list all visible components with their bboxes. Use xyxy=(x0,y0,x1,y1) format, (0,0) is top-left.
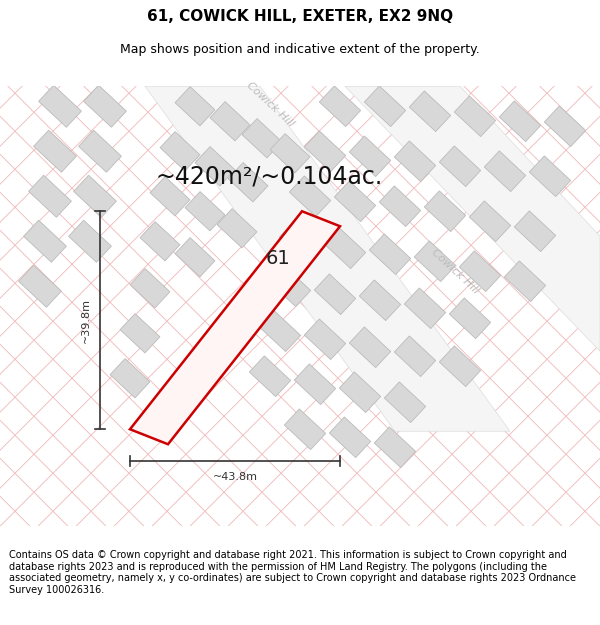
Polygon shape xyxy=(217,209,257,248)
Polygon shape xyxy=(34,130,76,173)
Polygon shape xyxy=(514,211,556,252)
Polygon shape xyxy=(340,372,380,413)
Text: ~43.8m: ~43.8m xyxy=(212,472,257,482)
Polygon shape xyxy=(409,91,451,132)
Polygon shape xyxy=(140,222,180,261)
Polygon shape xyxy=(304,131,346,172)
Polygon shape xyxy=(83,85,127,127)
Text: Cowick Hill: Cowick Hill xyxy=(244,80,296,129)
Polygon shape xyxy=(29,175,71,218)
Polygon shape xyxy=(280,221,320,262)
Polygon shape xyxy=(544,106,586,147)
Polygon shape xyxy=(242,119,282,158)
Polygon shape xyxy=(289,176,331,217)
Polygon shape xyxy=(364,86,406,127)
Polygon shape xyxy=(454,96,496,137)
Text: Contains OS data © Crown copyright and database right 2021. This information is : Contains OS data © Crown copyright and d… xyxy=(9,550,576,595)
Polygon shape xyxy=(175,87,215,126)
Polygon shape xyxy=(120,314,160,353)
Polygon shape xyxy=(334,181,376,222)
Polygon shape xyxy=(160,132,200,171)
Polygon shape xyxy=(379,186,421,227)
Text: ~39.8m: ~39.8m xyxy=(81,298,91,343)
Polygon shape xyxy=(349,136,391,177)
Polygon shape xyxy=(270,134,310,173)
Polygon shape xyxy=(145,86,510,431)
Polygon shape xyxy=(349,327,391,367)
Polygon shape xyxy=(210,102,250,141)
Polygon shape xyxy=(345,86,600,351)
Polygon shape xyxy=(319,86,361,127)
Polygon shape xyxy=(130,211,340,444)
Polygon shape xyxy=(499,101,541,142)
Polygon shape xyxy=(439,146,481,187)
Polygon shape xyxy=(175,238,215,277)
Polygon shape xyxy=(74,175,116,218)
Polygon shape xyxy=(529,156,571,197)
Polygon shape xyxy=(370,234,410,274)
Polygon shape xyxy=(460,251,500,292)
Polygon shape xyxy=(38,85,82,127)
Polygon shape xyxy=(185,192,225,231)
Polygon shape xyxy=(304,319,346,359)
Text: ~420m²/~0.104ac.: ~420m²/~0.104ac. xyxy=(155,164,382,188)
Polygon shape xyxy=(439,346,481,387)
Polygon shape xyxy=(195,147,235,186)
Polygon shape xyxy=(469,201,511,242)
Text: 61: 61 xyxy=(266,249,290,268)
Polygon shape xyxy=(250,356,290,397)
Polygon shape xyxy=(325,228,365,269)
Polygon shape xyxy=(269,266,311,307)
Polygon shape xyxy=(359,280,401,321)
Polygon shape xyxy=(68,220,112,262)
Polygon shape xyxy=(449,298,491,339)
Polygon shape xyxy=(19,265,61,308)
Polygon shape xyxy=(130,269,170,308)
Polygon shape xyxy=(150,177,190,216)
Polygon shape xyxy=(79,130,121,173)
Polygon shape xyxy=(385,382,425,423)
Polygon shape xyxy=(505,261,545,302)
Polygon shape xyxy=(394,336,436,377)
Polygon shape xyxy=(374,427,416,468)
Polygon shape xyxy=(394,141,436,182)
Polygon shape xyxy=(295,364,335,404)
Text: Cowick Hill: Cowick Hill xyxy=(430,247,481,296)
Polygon shape xyxy=(329,417,371,457)
Text: 61, COWICK HILL, EXETER, EX2 9NQ: 61, COWICK HILL, EXETER, EX2 9NQ xyxy=(147,9,453,24)
Text: Map shows position and indicative extent of the property.: Map shows position and indicative extent… xyxy=(120,42,480,56)
Polygon shape xyxy=(314,274,356,314)
Polygon shape xyxy=(259,311,301,352)
Polygon shape xyxy=(415,241,455,282)
Polygon shape xyxy=(23,220,67,262)
Polygon shape xyxy=(110,359,150,398)
Polygon shape xyxy=(484,151,526,192)
Polygon shape xyxy=(424,191,466,232)
Polygon shape xyxy=(284,409,326,449)
Polygon shape xyxy=(228,162,268,202)
Polygon shape xyxy=(404,288,446,329)
